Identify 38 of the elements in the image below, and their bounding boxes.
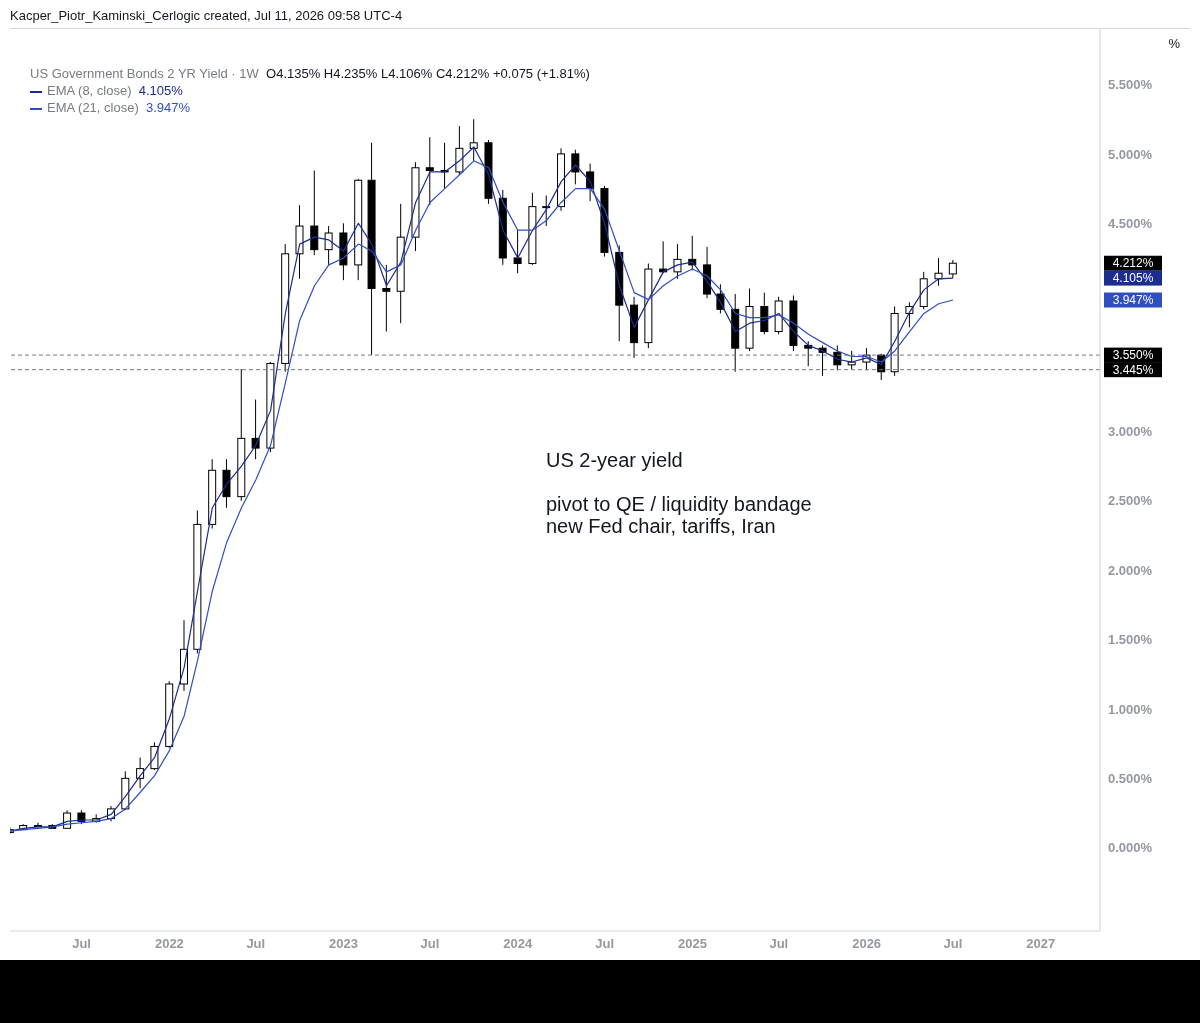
y-tick-label: 1.000% — [1108, 701, 1153, 717]
x-tick-label: 2027 — [1026, 936, 1056, 952]
annotation: pivot to QE / liquidity bandage — [546, 493, 812, 515]
y-axis-title: % — [1168, 36, 1181, 52]
text: Kacper_Piotr_Kaminski_Cerlogic created, Jul 11, 2026 09:58 UTC-4 — [10, 8, 403, 23]
legend-label: EMA (21, close) — [47, 100, 139, 115]
text: 4.212% — [1112, 256, 1154, 271]
x-tick-label: Jul — [420, 936, 440, 952]
y-tick-label: 2.500% — [1108, 493, 1153, 509]
y-tick-label: 4.500% — [1108, 215, 1153, 231]
legend-label: EMA (8, close) — [47, 83, 132, 98]
text: 4.105% — [1112, 271, 1154, 286]
y-tick-label: 0.500% — [1108, 770, 1153, 786]
y-tick-label: 3.000% — [1108, 424, 1153, 440]
annotation: new Fed chair, tariffs, Iran — [546, 515, 777, 537]
x-tick-label: 2023 — [329, 936, 359, 952]
x-tick-label: 2022 — [154, 936, 184, 952]
y-tick-label: 5.000% — [1108, 146, 1153, 162]
ref-line-label: 3.445% — [1112, 362, 1154, 377]
x-tick-label: Jul — [595, 936, 615, 952]
annotation: 4.105% — [138, 83, 183, 98]
ref-line-label: 3.550% — [1112, 348, 1154, 363]
annotation: 3.947% — [146, 100, 191, 115]
x-tick-label: Jul — [246, 936, 266, 952]
x-tick-label: 2026 — [852, 936, 882, 952]
text: US Government Bonds 2 YR Yield · 1W — [30, 66, 259, 81]
annotation: US 2-year yield — [546, 449, 684, 471]
x-tick-label: Jul — [943, 936, 963, 952]
y-tick-label: 0.000% — [1108, 840, 1153, 856]
x-tick-label: 2025 — [677, 936, 707, 952]
x-tick-label: 2024 — [503, 936, 533, 952]
annotation: O4.135% H4.235% L4.106% C4.212% +0.075 (+1.81%) — [266, 66, 590, 81]
x-tick-label: Jul — [769, 936, 789, 952]
y-tick-label: 1.500% — [1108, 632, 1153, 648]
y-tick-label: 5.500% — [1108, 77, 1153, 93]
text: 3.947% — [1112, 293, 1154, 308]
y-tick-label: 2.000% — [1108, 562, 1153, 578]
x-tick-label: Jul — [72, 936, 91, 952]
